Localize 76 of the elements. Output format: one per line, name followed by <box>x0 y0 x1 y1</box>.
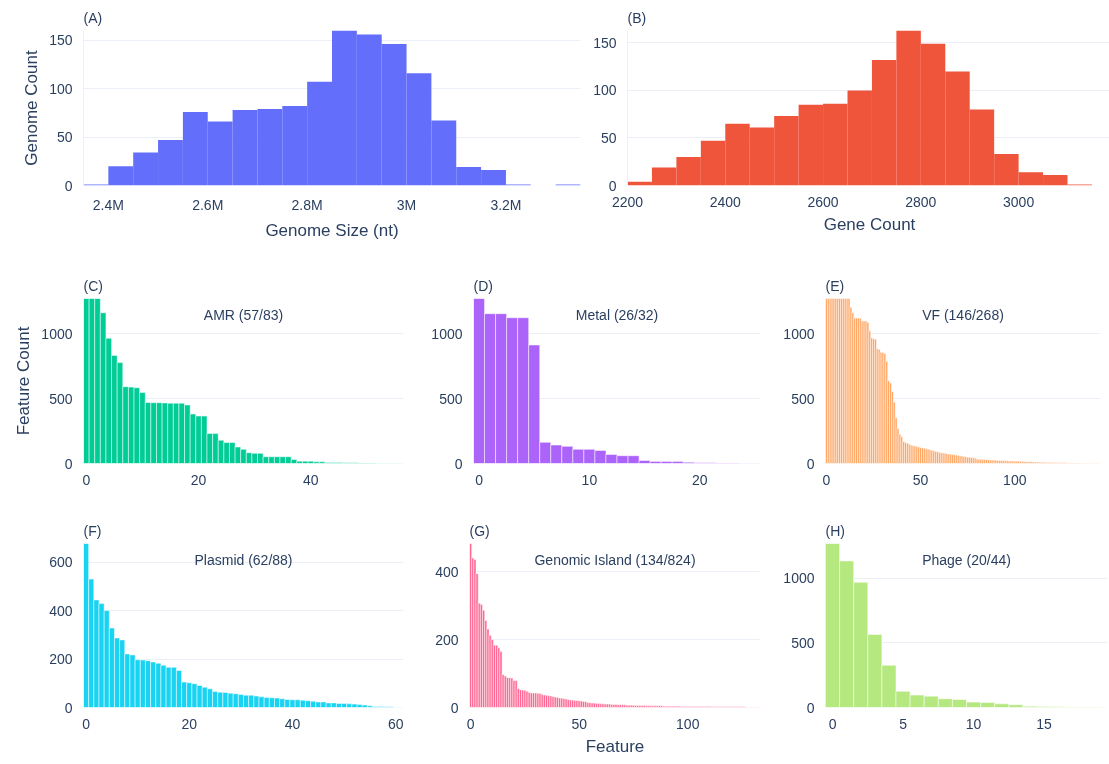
chart-title: (A) <box>83 9 103 26</box>
x-tick-label: 2800 <box>905 193 937 210</box>
y-tick-label: 0 <box>806 455 815 472</box>
x-tick-label: 20 <box>181 715 198 732</box>
x-tick-label: 20 <box>692 471 708 488</box>
y-tick-label: 0 <box>64 455 73 472</box>
x-tick-label: 2200 <box>611 193 644 210</box>
x-tick-label: 0 <box>82 715 91 732</box>
y-tick-label: 0 <box>450 699 459 716</box>
chart-title: (B) <box>627 9 647 26</box>
y-tick-label: 500 <box>49 390 73 407</box>
x-tick-label: 10 <box>581 471 598 488</box>
x-tick-label: 3.2M <box>490 196 522 213</box>
y-axis-title: Genome Count <box>22 50 42 166</box>
x-axis-title: Feature <box>585 736 645 756</box>
y-tick-label: 200 <box>49 651 73 668</box>
x-tick-label: 0 <box>82 471 91 488</box>
x-tick-label: 20 <box>190 471 207 488</box>
y-axis-title: Feature Count <box>14 326 34 436</box>
x-tick-label: 5 <box>899 715 908 732</box>
y-tick-label: 500 <box>439 390 463 407</box>
chart-title: (E) <box>825 277 845 294</box>
y-tick-label: 100 <box>593 82 617 99</box>
text: AMR (57/83) <box>203 307 284 323</box>
x-tick-label: 2.6M <box>192 196 224 213</box>
text: Genomic Island (134/824) <box>534 551 696 568</box>
chart-title: (F) <box>83 522 102 539</box>
y-tick-label: 1000 <box>783 325 815 342</box>
chart-title: (H) <box>825 522 845 539</box>
y-tick-label: 100 <box>49 80 73 97</box>
y-tick-label: 50 <box>600 129 617 146</box>
x-tick-label: 2400 <box>709 193 742 210</box>
y-tick-label: 0 <box>64 177 73 194</box>
y-tick-label: 150 <box>49 32 73 49</box>
y-tick-label: 400 <box>49 602 73 619</box>
x-tick-label: 100 <box>676 715 700 732</box>
text: Phage (20/44) <box>922 551 1011 568</box>
y-tick-label: 0 <box>608 177 617 194</box>
x-tick-label: 40 <box>284 715 301 732</box>
y-tick-label: 0 <box>454 455 463 472</box>
y-tick-label: 500 <box>791 634 815 651</box>
x-tick-label: 50 <box>571 715 588 732</box>
x-tick-label: 100 <box>1003 471 1027 488</box>
y-tick-label: 0 <box>64 699 73 716</box>
y-tick-label: 200 <box>435 631 459 648</box>
y-tick-label: 0 <box>806 699 815 716</box>
x-tick-label: 0 <box>466 715 475 732</box>
x-tick-label: 40 <box>303 471 319 488</box>
x-axis-title: Genome Size (nt) <box>265 220 399 240</box>
x-tick-label: 60 <box>387 715 404 732</box>
x-tick-label: 0 <box>822 471 831 488</box>
x-tick-label: 2.8M <box>291 196 323 213</box>
x-tick-label: 3M <box>396 196 417 213</box>
text: Plasmid (62/88) <box>194 551 293 568</box>
y-tick-label: 400 <box>435 563 459 580</box>
x-tick-label: 15 <box>1036 715 1053 732</box>
y-tick-label: 150 <box>593 34 617 51</box>
y-tick-label: 600 <box>49 554 73 571</box>
x-tick-label: 2.4M <box>92 196 124 213</box>
chart-title: (D) <box>473 277 493 294</box>
x-tick-label: 2600 <box>807 193 839 210</box>
chart-title: (C) <box>83 277 103 294</box>
x-tick-label: 10 <box>965 715 982 732</box>
y-tick-label: 1000 <box>41 325 73 342</box>
y-tick-label: 50 <box>56 129 73 146</box>
text: Metal (26/32) <box>575 307 659 323</box>
y-tick-label: 1000 <box>783 570 815 587</box>
chart-title: (G) <box>469 522 490 539</box>
x-tick-label: 0 <box>828 715 837 732</box>
x-tick-label: 3000 <box>1003 193 1035 210</box>
x-tick-label: 50 <box>912 471 929 488</box>
text: VF (146/268) <box>922 307 1004 323</box>
y-tick-label: 500 <box>791 390 815 407</box>
x-tick-label: 0 <box>475 471 484 488</box>
x-axis-title: Gene Count <box>823 214 916 234</box>
y-tick-label: 1000 <box>431 325 463 342</box>
